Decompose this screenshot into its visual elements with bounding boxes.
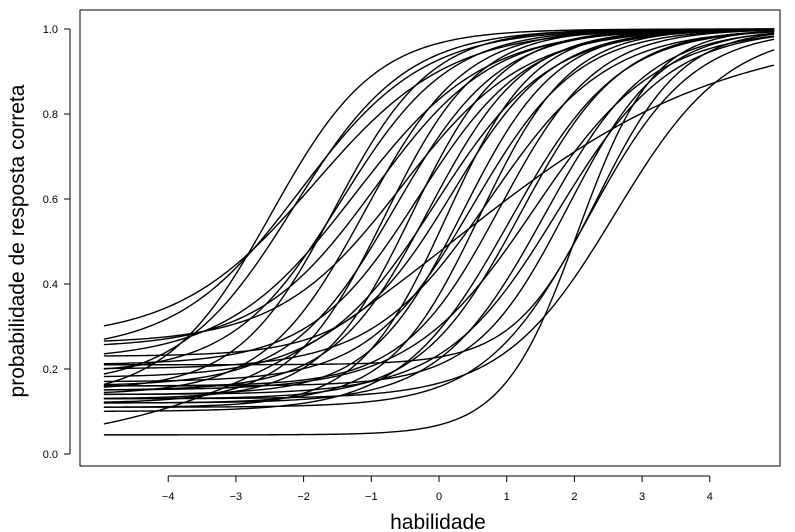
curve-20 <box>103 29 775 383</box>
curve-31 <box>103 38 775 408</box>
curve-32 <box>103 33 775 366</box>
x-tick-label: 1 <box>504 491 510 503</box>
curve-28 <box>103 35 775 396</box>
x-tick-label: −3 <box>230 491 243 503</box>
curve-27 <box>103 32 775 404</box>
y-tick-label: 0.4 <box>43 279 58 291</box>
y-tick-label: 0.8 <box>43 109 58 121</box>
y-tick-label: 0.6 <box>43 194 58 206</box>
curve-33 <box>103 49 775 400</box>
curve-29 <box>103 32 775 387</box>
x-tick-label: 0 <box>436 491 442 503</box>
x-tick-label: −1 <box>365 491 378 503</box>
y-axis-title: probabilidade de resposta correta <box>6 84 29 397</box>
y-tick-label: 1.0 <box>43 24 58 36</box>
curves <box>103 28 775 436</box>
curve-30 <box>103 30 775 436</box>
curve-22 <box>103 30 775 370</box>
plot-frame <box>79 9 781 467</box>
curve-23 <box>103 29 775 387</box>
curve-4 <box>103 28 775 327</box>
y-tick-label: 0.2 <box>43 364 58 376</box>
curve-2 <box>103 28 775 375</box>
curve-14 <box>103 28 775 365</box>
curve-5 <box>103 28 775 388</box>
curve-26 <box>103 35 775 391</box>
x-tick-label: 2 <box>571 491 577 503</box>
y-axis: 0.0 0.2 0.4 0.6 0.8 1.0 <box>43 24 71 461</box>
curve-15 <box>103 28 775 391</box>
x-axis-title: habilidade <box>390 511 486 532</box>
x-tick-label: 3 <box>639 491 645 503</box>
x-tick-label: −4 <box>162 491 175 503</box>
y-tick-label: 0.0 <box>43 449 58 461</box>
curve-24 <box>103 31 775 412</box>
curve-19 <box>103 28 775 396</box>
x-tick-label: −2 <box>297 491 310 503</box>
x-axis: −4 −3 −2 −1 0 1 2 3 4 <box>162 475 713 503</box>
x-tick-label: 4 <box>707 491 713 503</box>
curve-34 <box>103 64 775 425</box>
curve-3 <box>103 28 775 340</box>
curve-17 <box>103 28 775 408</box>
